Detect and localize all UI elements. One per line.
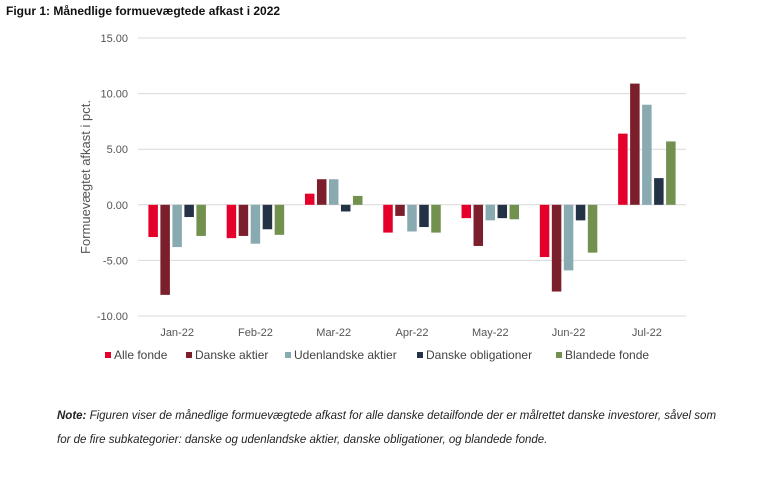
- y-tick-label: -5.00: [103, 255, 128, 267]
- bar: [431, 204, 441, 233]
- x-tick-label: Feb-22: [238, 327, 273, 339]
- bar: [509, 204, 520, 220]
- bar: [172, 204, 182, 248]
- gridlines: [138, 37, 686, 317]
- bar: [563, 204, 574, 271]
- y-axis-label: Formuevægtet afkast i pct.: [78, 100, 93, 254]
- legend-label: Udenlandske aktier: [294, 348, 397, 362]
- bar: [352, 195, 363, 205]
- note-text: Figuren viser de månedlige formuevægtede…: [57, 410, 717, 446]
- y-tick-labels: 15.00 10.00 5.00 0.00 -5.00 -10.00: [97, 33, 128, 323]
- bar: [304, 193, 315, 205]
- bar: [383, 204, 393, 233]
- bars: [148, 83, 676, 295]
- bar: [539, 204, 550, 258]
- legend-swatch: [105, 352, 111, 358]
- bar: [250, 204, 261, 244]
- bar: [328, 179, 339, 205]
- y-tick-label: 10.00: [100, 89, 128, 101]
- bar: [419, 204, 429, 228]
- x-tick-label: Jun-22: [552, 327, 586, 339]
- bar: [551, 204, 562, 292]
- bar: [485, 204, 496, 221]
- bar: [630, 83, 640, 205]
- legend: Alle fonde Danske aktier Udenlandske aktie…: [105, 348, 649, 362]
- bar: [316, 179, 327, 205]
- bar: [666, 141, 676, 205]
- y-tick-label: -10.00: [97, 311, 128, 323]
- legend-label: Danske obligationer: [426, 348, 532, 362]
- bar: [196, 204, 206, 236]
- note-label: Note:: [57, 410, 87, 422]
- legend-label: Danske aktier: [195, 348, 268, 362]
- bar: [407, 204, 417, 232]
- figure-note: Note: Figuren viser de månedlige formuev…: [57, 404, 717, 452]
- bar: [262, 204, 273, 230]
- x-tick-label: Apr-22: [395, 327, 428, 339]
- bar: [618, 133, 628, 205]
- bar: [473, 204, 484, 246]
- x-tick-label: Mar-22: [316, 327, 351, 339]
- bar: [226, 204, 237, 239]
- x-tick-labels: Jan-22 Feb-22 Mar-22 Apr-22 May-22 Jun-22 Jul-…: [160, 327, 662, 339]
- bar: [575, 204, 586, 221]
- legend-label: Alle fonde: [114, 348, 168, 362]
- bar: [642, 104, 652, 205]
- legend-label: Blandede fonde: [565, 348, 649, 362]
- bar: [148, 204, 158, 238]
- x-tick-label: Jan-22: [160, 327, 194, 339]
- bar: [497, 204, 508, 219]
- bar: [395, 204, 405, 216]
- y-tick-label: 5.00: [107, 144, 128, 156]
- legend-swatch: [556, 352, 562, 358]
- bar: [184, 204, 194, 218]
- bar-chart: 15.00 10.00 5.00 0.00 -5.00 -10.00 Jan-22 Feb-…: [78, 33, 686, 362]
- y-tick-label: 0.00: [107, 200, 128, 212]
- legend-swatch: [186, 352, 192, 358]
- figure-title: Figur 1: Månedlige formuevægtede afkast …: [6, 4, 281, 18]
- x-tick-label: May-22: [472, 327, 509, 339]
- legend-swatch: [285, 352, 291, 358]
- y-tick-label: 15.00: [100, 33, 128, 45]
- bar: [160, 204, 170, 295]
- bar: [238, 204, 249, 236]
- x-tick-label: Jul-22: [632, 327, 662, 339]
- bar: [340, 204, 351, 212]
- bar: [274, 204, 285, 235]
- legend-swatch: [417, 352, 423, 358]
- bar: [587, 204, 598, 253]
- bar: [654, 178, 664, 205]
- bar: [461, 204, 472, 219]
